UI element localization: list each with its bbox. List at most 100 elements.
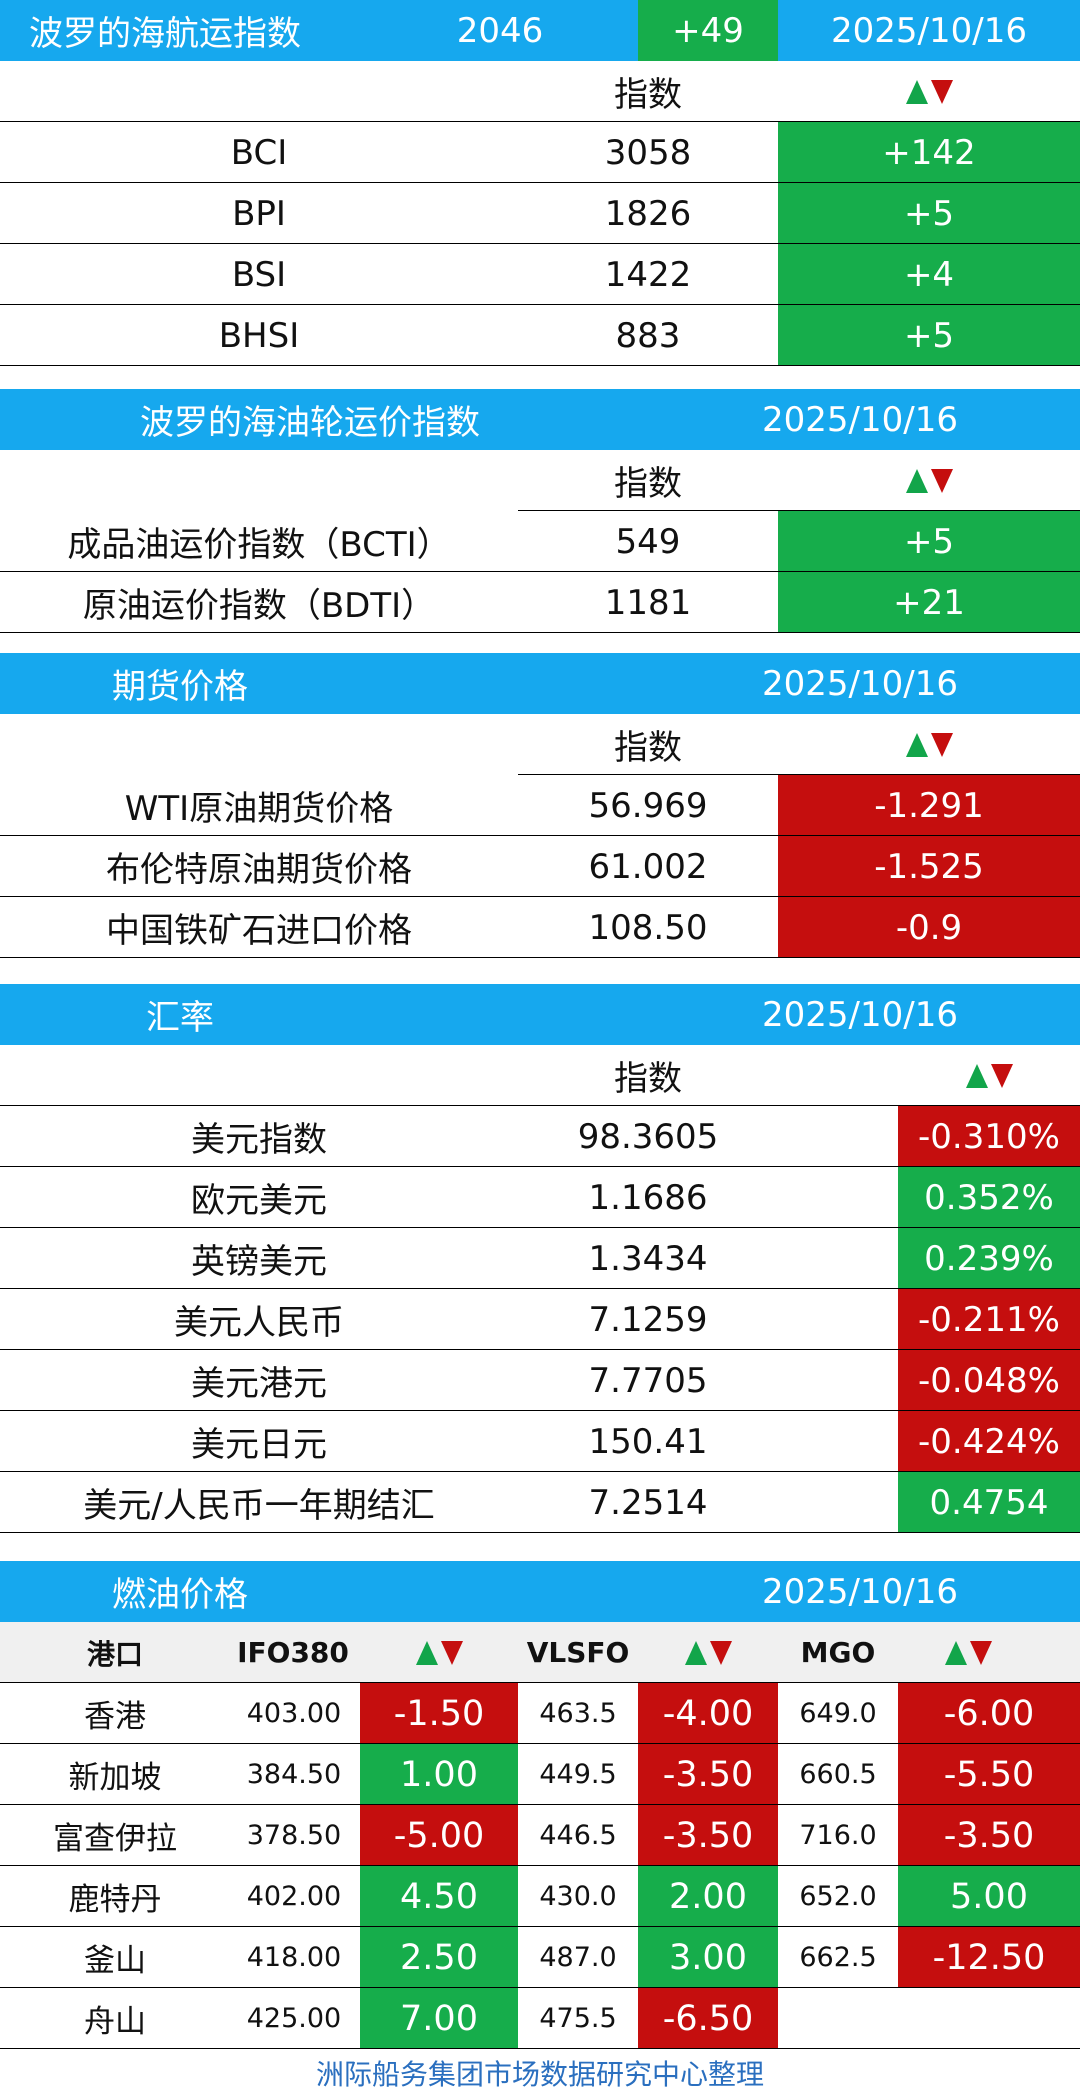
futures-row: 中国铁矿石进口价格 108.50 -0.9 — [0, 897, 1080, 958]
port-name: 舟山 — [84, 2004, 146, 2040]
vlsfo-change: 3.00 — [638, 1927, 778, 1988]
row-change: -0.211% — [898, 1289, 1080, 1350]
futures-col-header: 指数 — [0, 714, 1080, 775]
ifo-change: 7.00 — [360, 1988, 518, 2049]
vlsfo-price: 487.0 — [539, 1942, 617, 1973]
futures-header: 期货价格 2025/10/16 — [0, 653, 1080, 714]
mgo-price: 662.5 — [799, 1942, 877, 1973]
fuel-row: 釜山 418.00 2.50 487.0 3.00 662.5 -12.50 — [0, 1927, 1080, 1988]
futures-row: WTI原油期货价格 56.969 -1.291 — [0, 775, 1080, 836]
bdi-value: 2046 — [456, 10, 544, 51]
port-name: 鹿特丹 — [68, 1882, 162, 1918]
row-name: 原油运价指数（BDTI） — [82, 586, 436, 626]
fuel-row: 香港 403.00 -1.50 463.5 -4.00 649.0 -6.00 — [0, 1683, 1080, 1744]
bdi-date: 2025/10/16 — [831, 10, 1027, 51]
row-change: 0.352% — [898, 1167, 1080, 1228]
ifo-price: 425.00 — [246, 2003, 342, 2034]
mgo-column-label: MGO — [800, 1636, 876, 1669]
row-value: 108.50 — [588, 907, 708, 948]
fx-row: 欧元美元 1.1686 0.352% — [0, 1167, 1080, 1228]
vlsfo-price: 475.5 — [539, 2003, 617, 2034]
row-name: BSI — [231, 254, 287, 295]
row-value: 549 — [615, 521, 681, 562]
row-name: 美元人民币 — [174, 1303, 344, 1343]
port-name: 富查伊拉 — [53, 1821, 177, 1857]
index-column-label: 指数 — [614, 1059, 682, 1099]
futures-title: 期货价格 — [112, 667, 248, 707]
ifo-change: 1.00 — [360, 1744, 518, 1805]
row-name: WTI原油期货价格 — [124, 789, 394, 829]
mgo-change: -12.50 — [898, 1927, 1080, 1988]
fx-header: 汇率 2025/10/16 — [0, 984, 1080, 1045]
row-change: +4 — [778, 244, 1080, 305]
footer-credit: 洲际船务集团市场数据研究中心整理 — [315, 2058, 764, 2091]
fx-row: 美元指数 98.3605 -0.310% — [0, 1106, 1080, 1167]
tanker-row: 原油运价指数（BDTI） 1181 +21 — [0, 572, 1080, 633]
row-value: 7.2514 — [588, 1482, 708, 1523]
fuel-row: 新加坡 384.50 1.00 449.5 -3.50 660.5 -5.50 — [0, 1744, 1080, 1805]
port-name: 新加坡 — [68, 1760, 162, 1796]
fuel-date: 2025/10/16 — [762, 1571, 958, 1612]
bdi-row: BHSI 883 +5 — [0, 305, 1080, 366]
mgo-price: 652.0 — [799, 1881, 877, 1912]
row-name: 中国铁矿石进口价格 — [106, 911, 412, 951]
ifo-price: 384.50 — [246, 1759, 342, 1790]
mgo-change: 5.00 — [898, 1866, 1080, 1927]
row-name: BPI — [232, 193, 286, 234]
bdi-title: 波罗的海航运指数 — [29, 14, 301, 54]
fuel-row: 鹿特丹 402.00 4.50 430.0 2.00 652.0 5.00 — [0, 1866, 1080, 1927]
ifo-change: 2.50 — [360, 1927, 518, 1988]
up-down-icon — [778, 714, 1080, 775]
fx-section: 汇率 2025/10/16 指数 美元指数 98.3605 -0.310% 欧元美元 1… — [0, 984, 1080, 1533]
fx-title: 汇率 — [146, 998, 214, 1038]
row-name: BHSI — [218, 315, 300, 356]
row-value: 1.3434 — [588, 1238, 708, 1279]
fuel-section: 燃油价格 2025/10/16 港口 IFO380 VLSFO MGO 香港 40… — [0, 1561, 1080, 2049]
mgo-change: -3.50 — [898, 1805, 1080, 1866]
bdi-header: 波罗的海航运指数 2046 +49 2025/10/16 — [0, 0, 1080, 61]
fuel-header: 燃油价格 2025/10/16 — [0, 1561, 1080, 1622]
ifo-change: -1.50 — [360, 1683, 518, 1744]
row-name: 美元指数 — [191, 1120, 327, 1160]
fx-row: 美元人民币 7.1259 -0.211% — [0, 1289, 1080, 1350]
ifo-price: 418.00 — [246, 1942, 342, 1973]
vlsfo-change: 2.00 — [638, 1866, 778, 1927]
vlsfo-price: 449.5 — [539, 1759, 617, 1790]
index-column-label: 指数 — [614, 464, 682, 504]
row-name: 欧元美元 — [191, 1181, 327, 1221]
futures-date: 2025/10/16 — [762, 663, 958, 704]
bdi-row: BSI 1422 +4 — [0, 244, 1080, 305]
row-name: 美元/人民币一年期结汇 — [83, 1486, 435, 1526]
row-change: -0.310% — [898, 1106, 1080, 1167]
mgo-change: -5.50 — [898, 1744, 1080, 1805]
vlsfo-change: -6.50 — [638, 1988, 778, 2049]
row-name: 成品油运价指数（BCTI） — [67, 525, 451, 565]
tanker-title: 波罗的海油轮运价指数 — [140, 403, 480, 443]
mgo-price: 660.5 — [799, 1759, 877, 1790]
bdi-change: +49 — [638, 0, 778, 61]
vlsfo-change: -3.50 — [638, 1805, 778, 1866]
tanker-section: 波罗的海油轮运价指数 2025/10/16 指数 成品油运价指数（BCTI） 54… — [0, 389, 1080, 634]
row-value: 1422 — [604, 254, 692, 295]
row-change: -0.048% — [898, 1350, 1080, 1411]
up-down-icon — [638, 1622, 778, 1683]
futures-row: 布伦特原油期货价格 61.002 -1.525 — [0, 836, 1080, 897]
vlsfo-price: 446.5 — [539, 1820, 617, 1851]
row-name: 美元日元 — [191, 1425, 327, 1465]
row-change: +142 — [778, 122, 1080, 183]
tanker-date: 2025/10/16 — [762, 399, 958, 440]
up-down-icon — [898, 1045, 1080, 1106]
tanker-col-header: 指数 — [0, 450, 1080, 511]
row-change: -1.291 — [778, 775, 1080, 836]
fx-row: 美元日元 150.41 -0.424% — [0, 1411, 1080, 1472]
row-change: +5 — [778, 183, 1080, 244]
fuel-row: 舟山 425.00 7.00 475.5 -6.50 — [0, 1988, 1080, 2049]
vlsfo-column-label: VLSFO — [526, 1636, 630, 1669]
mgo-price: 716.0 — [799, 1820, 877, 1851]
row-value: 7.1259 — [588, 1299, 708, 1340]
vlsfo-change: -4.00 — [638, 1683, 778, 1744]
vlsfo-change: -3.50 — [638, 1744, 778, 1805]
port-name: 香港 — [84, 1699, 146, 1735]
ifo-column-label: IFO380 — [237, 1636, 349, 1669]
tanker-row: 成品油运价指数（BCTI） 549 +5 — [0, 511, 1080, 572]
